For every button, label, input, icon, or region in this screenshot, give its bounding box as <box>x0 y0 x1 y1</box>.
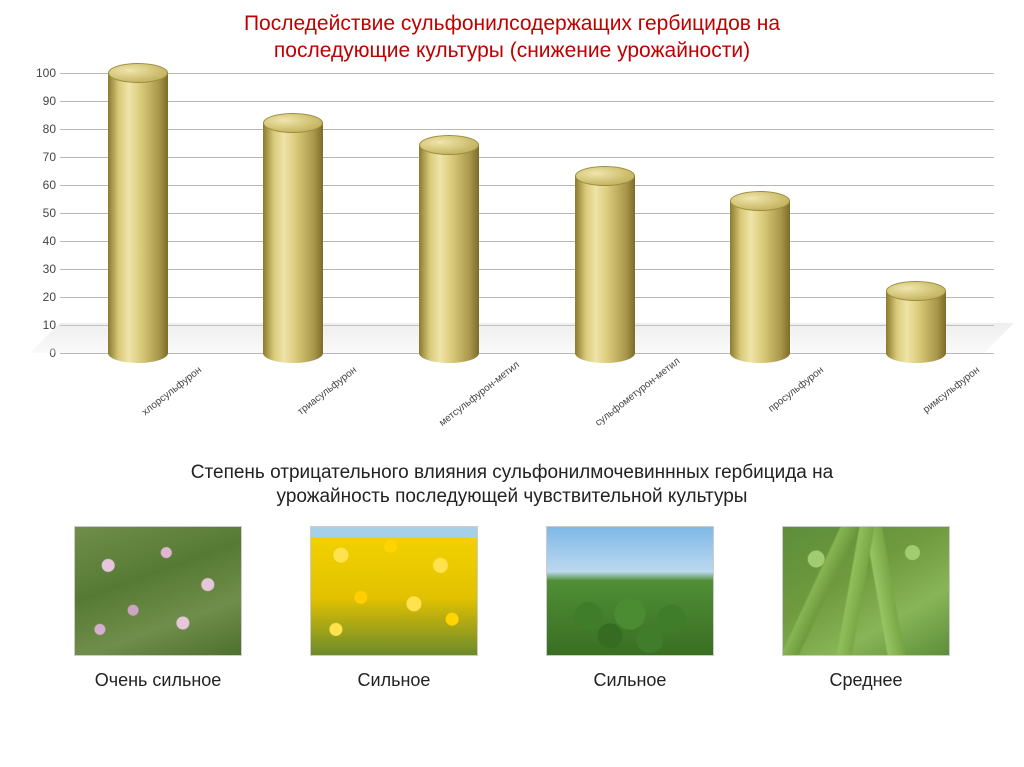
subtitle-line-1: Степень отрицательного влияния сульфонил… <box>191 462 833 483</box>
cylinder-bottom <box>419 343 479 363</box>
title-line-1: Последействие сульфонилсодержащих гербиц… <box>244 12 780 35</box>
x-label: римсульфурон <box>893 350 1001 453</box>
bar-3 <box>560 176 650 352</box>
cylinder-top <box>575 166 635 186</box>
cylinder <box>263 123 323 353</box>
cylinder-body <box>108 73 168 353</box>
cylinder <box>108 73 168 353</box>
cylinder-bottom <box>886 343 946 363</box>
y-tick: 20 <box>43 290 56 304</box>
crop-label: Сильное <box>304 670 484 691</box>
cylinder-body <box>730 201 790 352</box>
crop-row: Очень сильное Сильное Сильное Среднее <box>20 526 1004 691</box>
subtitle: Степень отрицательного влияния сульфонил… <box>20 461 1004 510</box>
cylinder-top <box>108 63 168 83</box>
cylinder-bottom <box>730 343 790 363</box>
y-axis: 0102030405060708090100 <box>30 73 60 353</box>
x-label: хлорсульфурон <box>115 350 223 453</box>
crop-card: Сильное <box>304 526 484 691</box>
y-tick: 80 <box>43 122 56 136</box>
y-tick: 40 <box>43 234 56 248</box>
x-label: сульфометурон-метил <box>582 350 690 453</box>
cylinder-bottom <box>108 343 168 363</box>
crop-image <box>74 526 242 656</box>
cylinder <box>730 201 790 352</box>
bar-1 <box>248 123 338 353</box>
crop-image <box>782 526 950 656</box>
title-line-2: последующие культуры (снижение урожайнос… <box>274 39 750 62</box>
cylinder-bottom <box>263 343 323 363</box>
crop-label: Сильное <box>540 670 720 691</box>
y-tick: 50 <box>43 206 56 220</box>
crop-card: Среднее <box>776 526 956 691</box>
crop-label: Очень сильное <box>68 670 248 691</box>
y-tick: 90 <box>43 94 56 108</box>
y-tick: 60 <box>43 178 56 192</box>
crop-image <box>546 526 714 656</box>
cylinder <box>886 291 946 353</box>
plot-area <box>60 73 994 353</box>
cylinder-bar-chart: 0102030405060708090100 хлорсульфуронтриа… <box>60 73 994 413</box>
subtitle-line-2: урожайность последующей чувствительной к… <box>277 486 748 507</box>
crop-label: Среднее <box>776 670 956 691</box>
cylinder-body <box>575 176 635 352</box>
crop-image <box>310 526 478 656</box>
cylinder <box>575 176 635 352</box>
y-tick: 30 <box>43 262 56 276</box>
cylinder <box>419 145 479 352</box>
x-label: триасульфурон <box>271 350 379 453</box>
bar-0 <box>93 73 183 353</box>
x-label: просульфурон <box>738 350 846 453</box>
bar-2 <box>404 145 494 352</box>
crop-card: Сильное <box>540 526 720 691</box>
bar-5 <box>871 291 961 353</box>
crop-card: Очень сильное <box>68 526 248 691</box>
bar-4 <box>715 201 805 352</box>
cylinder-body <box>419 145 479 352</box>
x-axis-labels: хлорсульфуронтриасульфуронметсульфурон-м… <box>60 353 994 413</box>
cylinder-top <box>886 281 946 301</box>
x-label: метсульфурон-метил <box>426 350 534 453</box>
cylinder-bottom <box>575 343 635 363</box>
y-tick: 100 <box>36 66 56 80</box>
page-title: Последействие сульфонилсодержащих гербиц… <box>20 10 1004 65</box>
cylinder-body <box>263 123 323 353</box>
y-tick: 70 <box>43 150 56 164</box>
